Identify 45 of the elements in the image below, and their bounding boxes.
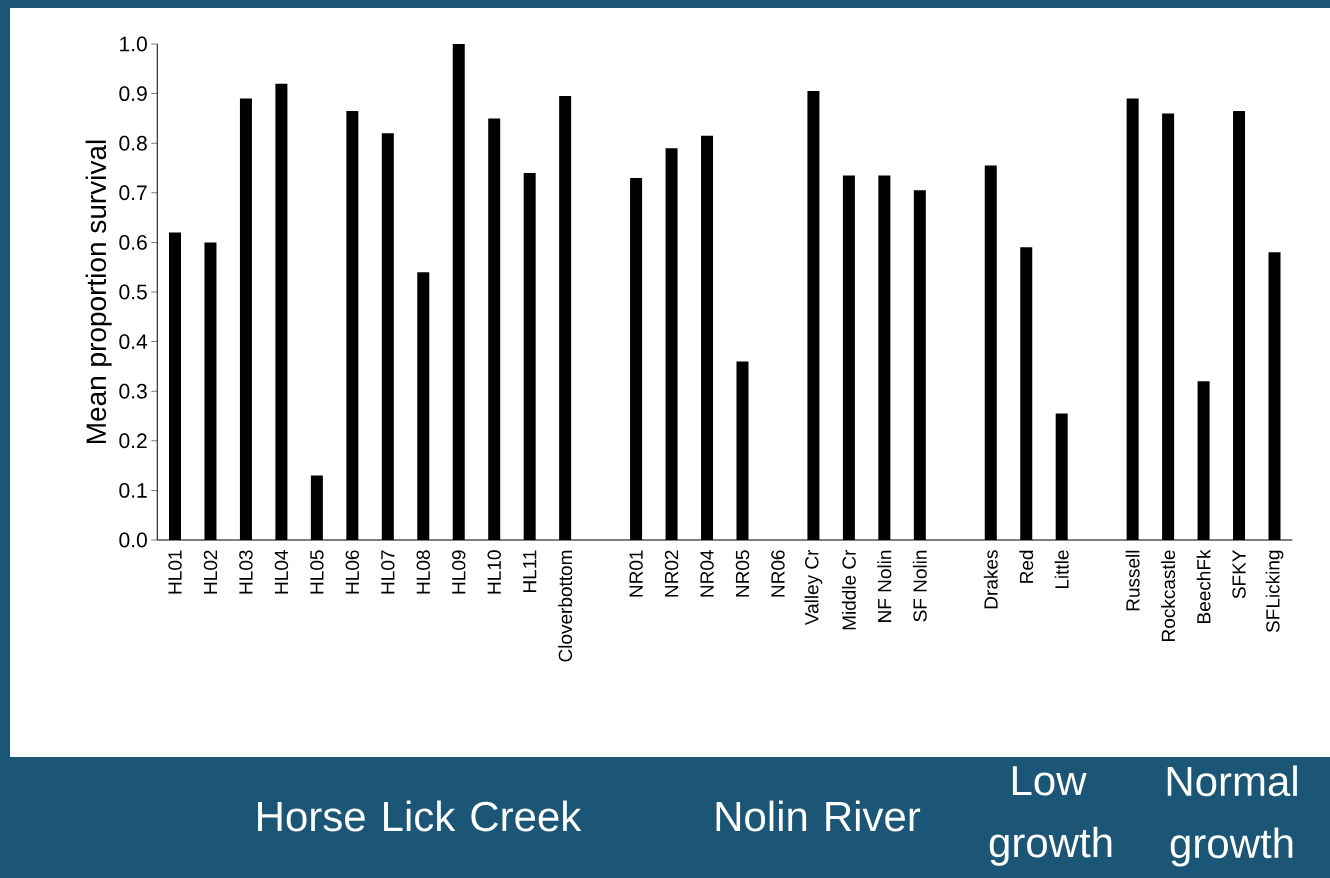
x-tick-label: Russell xyxy=(1125,550,1140,611)
x-tick-label: Drakes xyxy=(983,550,998,609)
x-tick-label: HL05 xyxy=(310,550,324,594)
x-tick-label: HL11 xyxy=(523,550,537,592)
x-tick-label: HL04 xyxy=(274,550,289,594)
x-tick-label: Middle Cr xyxy=(841,549,856,630)
x-tick-label: Valley Cr xyxy=(804,549,823,626)
x-tick-label: HL03 xyxy=(239,550,253,594)
x-tick-label: NR02 xyxy=(664,550,679,597)
text: Normal growth xyxy=(1167,765,1297,867)
x-tick-label: BeechFk xyxy=(1196,549,1211,623)
x-tick-label: SFKY xyxy=(1232,549,1246,599)
text: Horse Lick Creek xyxy=(258,800,582,832)
x-tick-label: HL06 xyxy=(345,550,360,594)
y-axis-title: Mean proportion survival xyxy=(85,140,112,443)
y-tick-label: 0.0 xyxy=(119,532,147,548)
x-tick-label: Little xyxy=(1054,550,1069,589)
y-tick-label: 0.1 xyxy=(119,482,147,498)
y-tick-label: 0.9 xyxy=(119,86,147,102)
x-tick-label: SF Nolin xyxy=(912,550,927,622)
x-tick-label: NR06 xyxy=(771,550,785,597)
x-tick-label: Red xyxy=(1019,550,1034,583)
y-tick-label: 0.3 xyxy=(119,383,147,399)
x-tick-label: HL07 xyxy=(381,550,395,594)
y-tick-label: 0.8 xyxy=(119,135,147,151)
x-tick-label: Cloverbottom xyxy=(558,550,573,662)
x-tick-label: HL10 xyxy=(487,550,501,594)
x-tick-label: SFLicking xyxy=(1265,550,1284,633)
y-tick-label: 0.4 xyxy=(119,334,148,350)
text: Low growth xyxy=(989,766,1112,866)
y-tick-label: 0.5 xyxy=(119,284,147,300)
x-tick-label: NR05 xyxy=(735,550,750,597)
y-tick-label: 0.7 xyxy=(119,185,147,201)
x-tick-label: HL09 xyxy=(452,550,466,594)
x-tick-label: NR01 xyxy=(629,550,643,597)
y-tick-label: 1.0 xyxy=(120,36,147,52)
x-tick-label: HL08 xyxy=(416,550,431,594)
text: Nolin River xyxy=(716,800,921,832)
x-tick-label: NR04 xyxy=(700,550,714,597)
x-tick-label: HL02 xyxy=(203,550,218,594)
y-tick-label: 0.2 xyxy=(119,433,147,449)
x-tick-label: Rockcastle xyxy=(1161,550,1176,641)
x-tick-label: HL01 xyxy=(168,550,182,594)
y-tick-label: 0.6 xyxy=(119,234,147,250)
x-tick-label: NF Nolin xyxy=(877,550,892,622)
